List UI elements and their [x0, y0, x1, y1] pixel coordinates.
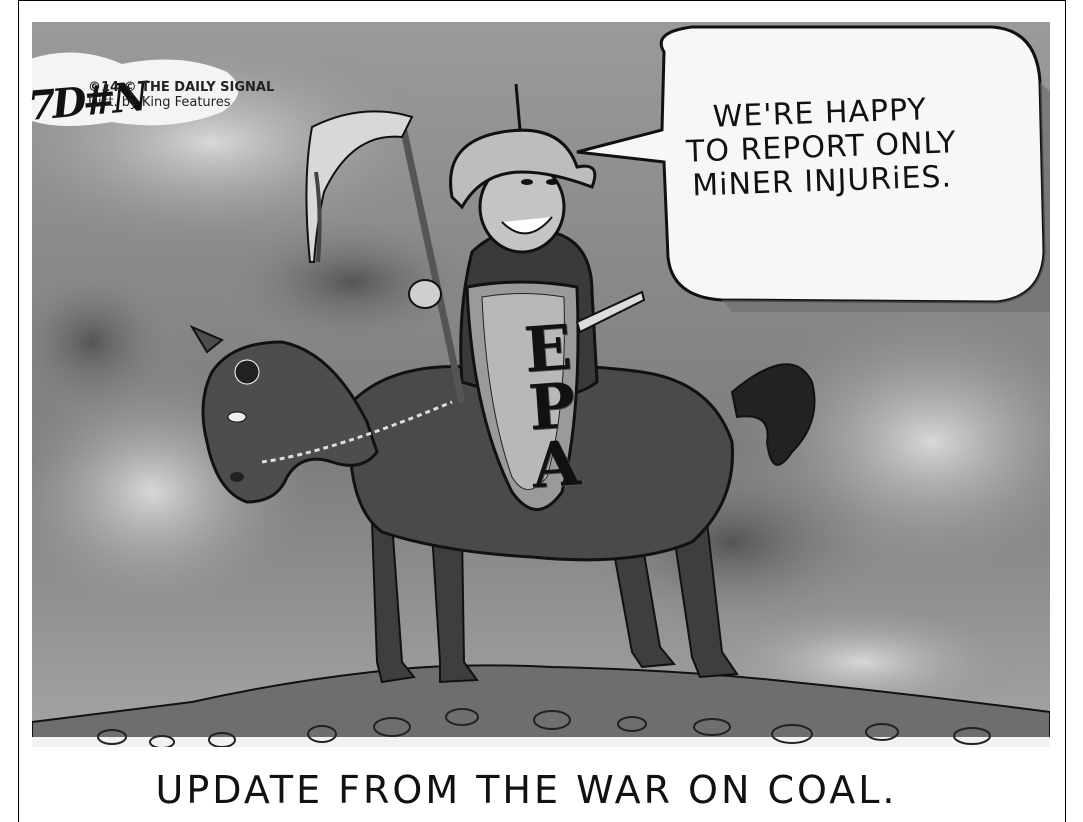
scythe-handle — [398, 121, 466, 403]
horse-nostril — [230, 472, 244, 482]
shield-letter: A — [529, 426, 583, 503]
shield-label: E P A — [516, 311, 588, 503]
bridle-chain — [261, 400, 453, 464]
rider-eye — [546, 179, 558, 185]
helmet-spike — [514, 83, 522, 131]
rider-smile — [501, 216, 553, 235]
speech-bubble-text: WE'RE HAPPY TO REPORT ONLY MiNER INJURiE… — [684, 92, 957, 203]
bridle-rosette — [234, 359, 260, 385]
scythe-blade — [305, 110, 414, 263]
credit-line: Dist. by King Features — [88, 95, 231, 110]
rider-eye — [521, 179, 533, 185]
speech-bubble — [576, 25, 1050, 312]
credit-text: ©14 © THE DAILY SIGNAL Dist. by King Fea… — [88, 80, 274, 110]
credit-line: ©14 © THE DAILY SIGNAL — [88, 80, 275, 95]
horse-tail — [730, 363, 816, 466]
credit-cloud — [32, 52, 239, 126]
ground-base — [32, 737, 1050, 747]
cartoon-illustration — [32, 22, 1050, 747]
dark-cloud — [32, 262, 182, 422]
horse-eye — [227, 411, 247, 423]
coal-hill — [32, 664, 1050, 747]
scythe-blood — [314, 171, 322, 263]
rider-helmet — [449, 128, 597, 210]
horse-ear — [189, 324, 224, 354]
cartoon-scene: E P A — [32, 22, 1050, 747]
cartoon-caption: UPDATE FROM THE WAR ON COAL. — [155, 768, 898, 812]
sword — [575, 290, 646, 334]
rider-hand — [408, 279, 442, 309]
coal-lumps — [97, 708, 991, 747]
dark-cloud — [212, 212, 492, 352]
